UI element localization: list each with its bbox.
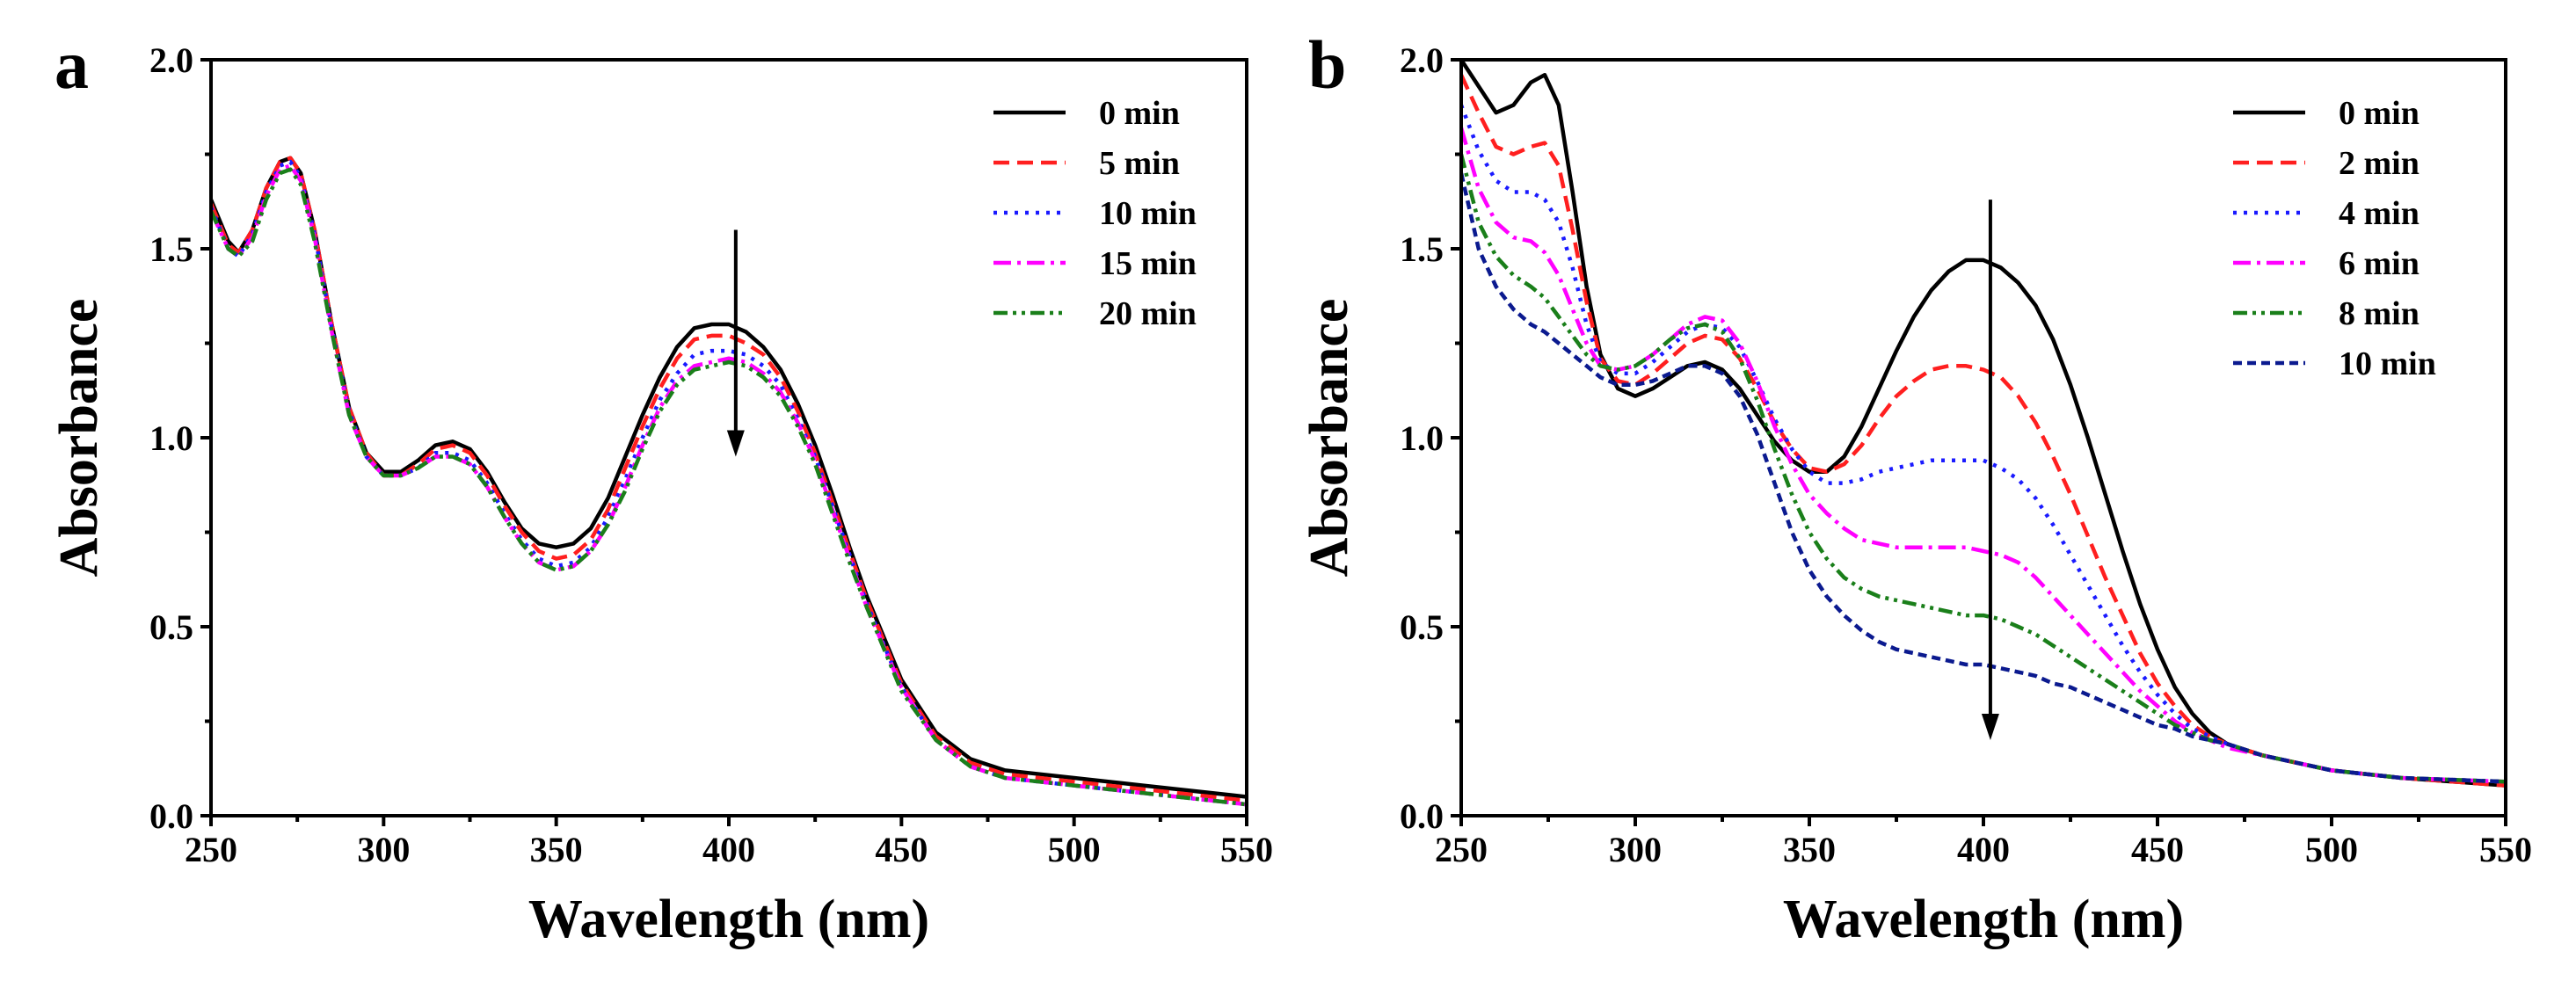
x-tick-label: 300 bbox=[1609, 830, 1662, 869]
legend-label: 0 min bbox=[2339, 95, 2420, 132]
x-tick-label: 400 bbox=[702, 830, 755, 869]
arrow-head bbox=[1981, 714, 1999, 740]
y-tick-label: 1.5 bbox=[1400, 229, 1444, 269]
legend-label: 0 min bbox=[1099, 95, 1180, 132]
legend: 0 min 5 min 10 min 15 min 20 min bbox=[993, 95, 1197, 332]
legend-label: 2 min bbox=[2339, 145, 2420, 182]
legend-label: 10 min bbox=[2339, 345, 2436, 382]
y-tick-label: 0.0 bbox=[149, 796, 193, 836]
y-tick-label: 1.5 bbox=[149, 229, 193, 269]
legend-label: 5 min bbox=[1099, 145, 1180, 182]
x-tick-label: 550 bbox=[1220, 830, 1273, 869]
series-line-10-min bbox=[1461, 172, 2506, 784]
series-line-20-min bbox=[211, 167, 1247, 807]
x-tick-label: 350 bbox=[530, 830, 583, 869]
chart-panel-b: b 250 300 350 400 450 500 550 0.0 0.5 1.0 1.5 2.0 Wav… bbox=[1299, 26, 2532, 949]
y-tick-label: 0.5 bbox=[1400, 607, 1444, 647]
x-axis-title: Wavelength (nm) bbox=[1783, 890, 2184, 949]
series-line-8-min bbox=[1461, 153, 2506, 784]
y-axis-title: Absorbance bbox=[1299, 299, 1359, 578]
x-tick-label: 450 bbox=[2131, 830, 2184, 869]
x-axis-title: Wavelength (nm) bbox=[528, 890, 929, 949]
series-line-5-min bbox=[211, 156, 1247, 803]
arrow-head bbox=[726, 430, 745, 457]
legend-label: 20 min bbox=[1099, 295, 1197, 332]
y-tick-label: 2.0 bbox=[1400, 40, 1444, 80]
chart-panel-a: a 250 300 350 400 450 500 550 0.0 0.5 1.0 1.5 2.0 Wav… bbox=[49, 26, 1273, 949]
legend-label: 8 min bbox=[2339, 295, 2420, 332]
x-tick-label: 550 bbox=[2479, 830, 2532, 869]
legend-label: 6 min bbox=[2339, 245, 2420, 282]
x-tick-label: 300 bbox=[357, 830, 410, 869]
legend-label: 4 min bbox=[2339, 195, 2420, 232]
series-line-2-min bbox=[1461, 74, 2506, 788]
x-tick-label: 350 bbox=[1783, 830, 1836, 869]
panel-letter-b: b bbox=[1308, 26, 1346, 103]
series-line-6-min bbox=[1461, 127, 2506, 784]
series-lines bbox=[1461, 60, 2506, 788]
x-tick-label: 450 bbox=[875, 830, 928, 869]
legend-label: 10 min bbox=[1099, 195, 1197, 232]
y-tick-label: 0.0 bbox=[1400, 796, 1444, 836]
panel-letter-a: a bbox=[55, 26, 89, 103]
series-line-0-min bbox=[1461, 60, 2506, 788]
y-tick-label: 0.5 bbox=[149, 607, 193, 647]
x-tick-label: 250 bbox=[185, 830, 237, 869]
y-axis-title: Absorbance bbox=[49, 299, 109, 578]
x-tick-label: 500 bbox=[1048, 830, 1101, 869]
x-tick-label: 400 bbox=[1957, 830, 2010, 869]
y-tick-label: 2.0 bbox=[149, 40, 193, 80]
x-tick-label: 500 bbox=[2305, 830, 2358, 869]
x-tick-label: 250 bbox=[1435, 830, 1488, 869]
legend: 0 min 2 min 4 min 6 min 8 min 10 min bbox=[2233, 95, 2436, 382]
legend-label: 15 min bbox=[1099, 245, 1197, 282]
series-lines bbox=[211, 156, 1247, 807]
y-tick-label: 1.0 bbox=[1400, 418, 1444, 458]
y-tick-label: 1.0 bbox=[149, 418, 193, 458]
